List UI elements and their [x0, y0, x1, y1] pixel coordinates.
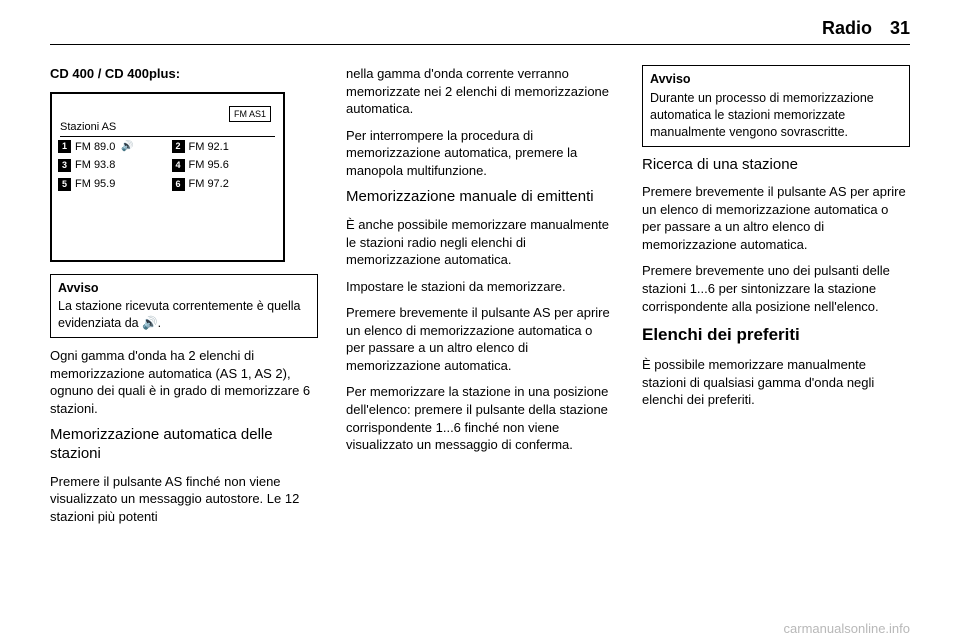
station-num: 6 [172, 178, 185, 191]
col1-title: CD 400 / CD 400plus: [50, 65, 318, 83]
notice-title: Avviso [58, 280, 310, 297]
notice-body: Durante un processo di memorizzazione au… [650, 90, 902, 141]
radio-screenshot: FM AS1 Stazioni AS 1 FM 89.0 🔊 2 FM 92.1 [50, 92, 285, 262]
station-num: 3 [58, 159, 71, 172]
col3-p3: È possibile memorizzare manualmente staz… [642, 356, 910, 409]
station-num: 4 [172, 159, 185, 172]
manual-page: Radio 31 CD 400 / CD 400plus: FM AS1 Sta… [0, 0, 960, 642]
screenshot-title: Stazioni AS [60, 120, 275, 138]
col2-p3: È anche possibile memorizzare manualment… [346, 216, 614, 269]
station-cell-5: 5 FM 95.9 [58, 177, 164, 192]
station-cell-6: 6 FM 97.2 [172, 177, 278, 192]
notice-title: Avviso [650, 71, 902, 88]
station-freq: FM 97.2 [189, 177, 229, 192]
col2-p5: Premere brevemente il pulsante AS per ap… [346, 304, 614, 374]
header-divider [50, 44, 910, 45]
station-freq: FM 89.0 [75, 140, 115, 155]
station-cell-4: 4 FM 95.6 [172, 158, 278, 173]
section-title: Radio [822, 18, 872, 39]
col1-p2: Premere il pulsante AS finché non viene … [50, 473, 318, 526]
col3-h2: Elenchi dei preferiti [642, 324, 910, 347]
col1-h1: Memorizzazione automatica delle stazioni [50, 426, 318, 464]
station-freq: FM 92.1 [189, 140, 229, 155]
station-num: 2 [172, 140, 185, 153]
station-cell-1: 1 FM 89.0 🔊 [58, 140, 164, 155]
col1-p1: Ogni gamma d'onda ha 2 elenchi di memori… [50, 347, 318, 417]
watermark: carmanualsonline.info [784, 621, 910, 636]
col3-h1: Ricerca di una stazione [642, 156, 910, 175]
content-columns: CD 400 / CD 400plus: FM AS1 Stazioni AS … [50, 65, 910, 605]
col3-p1: Premere brevemente il pulsante AS per ap… [642, 183, 910, 253]
screenshot-grid: 1 FM 89.0 🔊 2 FM 92.1 3 FM 93.8 [58, 140, 277, 193]
station-freq: FM 95.6 [189, 158, 229, 173]
notice-body: La stazione ricevuta correntemente è que… [58, 298, 310, 332]
column-1: CD 400 / CD 400plus: FM AS1 Stazioni AS … [50, 65, 318, 605]
speaker-icon: 🔊 [121, 140, 133, 154]
col2-p1: nella gamma d'onda corrente verranno mem… [346, 65, 614, 118]
page-header: Radio 31 [822, 18, 910, 39]
col2-p6: Per memorizzare la stazione in una posiz… [346, 383, 614, 453]
station-cell-2: 2 FM 92.1 [172, 140, 278, 155]
screenshot-inner: FM AS1 Stazioni AS 1 FM 89.0 🔊 2 FM 92.1 [58, 100, 277, 254]
notice-box-1: Avviso La stazione ricevuta correntement… [50, 274, 318, 339]
column-3: Avviso Durante un processo di memorizzaz… [642, 65, 910, 605]
station-cell-3: 3 FM 93.8 [58, 158, 164, 173]
col2-p4: Impostare le stazioni da memorizzare. [346, 278, 614, 296]
page-number: 31 [890, 18, 910, 39]
col2-p2: Per interrompere la procedura di memoriz… [346, 127, 614, 180]
column-2: nella gamma d'onda corrente verranno mem… [346, 65, 614, 605]
col3-p2: Premere brevemente uno dei pulsanti dell… [642, 262, 910, 315]
station-freq: FM 93.8 [75, 158, 115, 173]
station-freq: FM 95.9 [75, 177, 115, 192]
station-num: 1 [58, 140, 71, 153]
notice-box-2: Avviso Durante un processo di memorizzaz… [642, 65, 910, 147]
station-num: 5 [58, 178, 71, 191]
col2-h1: Memorizzazione manuale di emittenti [346, 188, 614, 207]
